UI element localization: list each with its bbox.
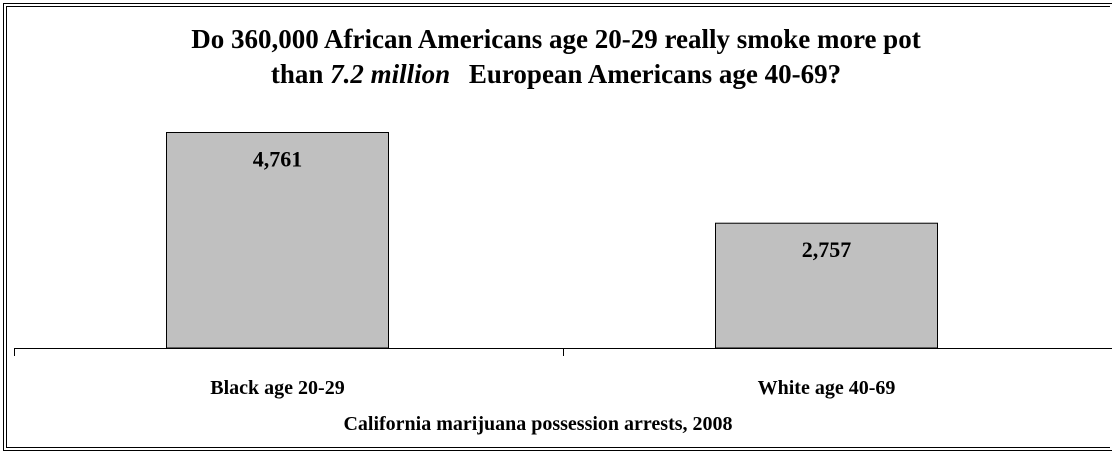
x-axis-title: California marijuana possession arrests,… <box>343 413 732 435</box>
category-label-2: White age 40-69 <box>758 377 896 399</box>
chart-title-prefix: than <box>270 59 324 89</box>
bar-2 <box>715 222 938 349</box>
bar-1 <box>166 132 389 349</box>
bar-value-label-1: 4,761 <box>253 147 303 172</box>
category-label-1: Black age 20-29 <box>210 377 344 399</box>
chart-title-line-2: than 7.2 million European Americans age … <box>0 54 1112 94</box>
chart-title-line-1: Do 360,000 African Americans age 20-29 r… <box>0 19 1112 59</box>
chart-title-suffix: European Americans age 40-69? <box>468 59 842 89</box>
chart-title-emphasis: 7.2 million <box>330 59 451 89</box>
chart-title-line-1-text: Do 360,000 African Americans age 20-29 r… <box>191 24 921 54</box>
bar-value-label-2: 2,757 <box>802 237 852 262</box>
chart-outer-border <box>3 3 1112 451</box>
